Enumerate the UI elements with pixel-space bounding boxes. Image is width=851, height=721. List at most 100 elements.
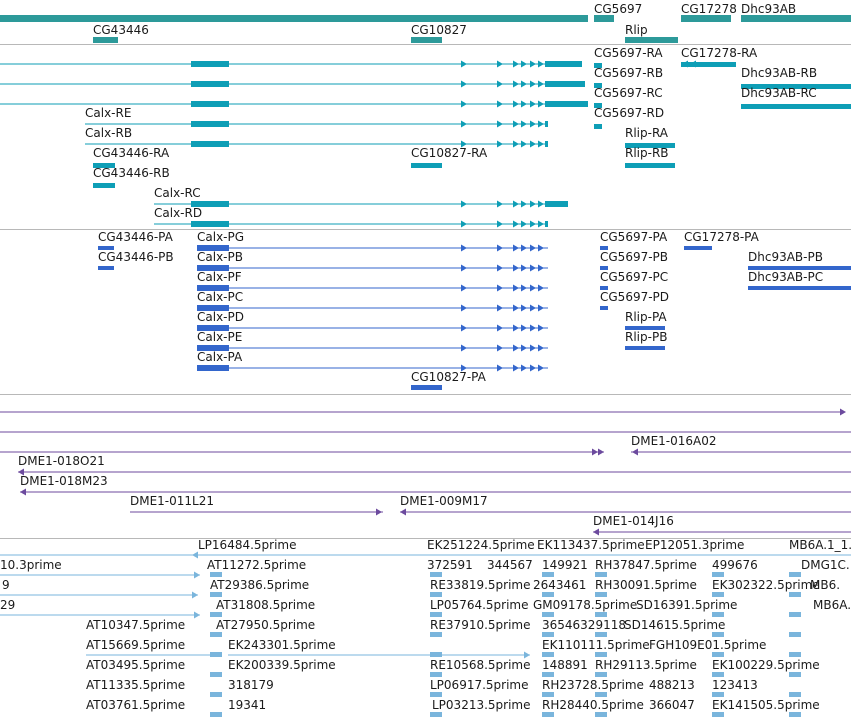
- feature-label[interactable]: Calx-PG: [197, 230, 245, 244]
- exon-block[interactable]: [197, 325, 229, 331]
- feature-label[interactable]: Dhc93AB-PB: [748, 250, 823, 264]
- feature-label[interactable]: RH28440.5prime: [542, 698, 644, 712]
- feature-label[interactable]: EK243301.5prime: [228, 638, 336, 652]
- exon-block[interactable]: [789, 632, 801, 637]
- feature-label[interactable]: 123413: [712, 678, 758, 692]
- feature-label[interactable]: CG5697: [594, 2, 643, 16]
- exon-block[interactable]: [197, 345, 229, 351]
- feature-label[interactable]: DME1-018M23: [20, 474, 108, 488]
- feature-label[interactable]: CG17278: [681, 2, 737, 16]
- feature-label[interactable]: SD16391.5prime: [636, 598, 738, 612]
- feature-label[interactable]: CG5697-RB: [594, 66, 664, 80]
- feature-label[interactable]: AT11335.5prime: [86, 678, 186, 692]
- exon-block[interactable]: [93, 183, 115, 188]
- feature-label[interactable]: RH30091.5prime: [595, 578, 697, 592]
- feature-label[interactable]: CG5697-PD: [600, 290, 670, 304]
- exon-block[interactable]: [98, 246, 114, 250]
- feature-label[interactable]: RH37847.5prime: [595, 558, 697, 572]
- exon-block[interactable]: [191, 221, 229, 227]
- feature-label[interactable]: LP03213.5prime: [432, 698, 531, 712]
- exon-block[interactable]: [748, 266, 851, 270]
- exon-block[interactable]: [712, 572, 724, 577]
- exon-block[interactable]: [712, 652, 724, 657]
- exon-block[interactable]: [594, 103, 602, 108]
- feature-label[interactable]: 9: [2, 578, 10, 592]
- gene-dhc93ab[interactable]: [741, 15, 851, 22]
- feature-label[interactable]: MB6A.1_1.: [789, 538, 851, 552]
- feature-label[interactable]: GM09178.5prime: [533, 598, 638, 612]
- feature-label[interactable]: Calx-PF: [197, 270, 242, 284]
- feature-label[interactable]: CG17278-RA: [681, 46, 758, 60]
- feature-label[interactable]: MB6A.: [813, 598, 851, 612]
- feature-label[interactable]: Rlip: [625, 23, 648, 37]
- feature-label[interactable]: CG43446: [93, 23, 149, 37]
- feature-label[interactable]: DME1-018O21: [18, 454, 105, 468]
- feature-label[interactable]: CG5697-PC: [600, 270, 669, 284]
- feature-label[interactable]: RH23728.5prime: [542, 678, 644, 692]
- feature-label[interactable]: LP05764.5prime: [430, 598, 529, 612]
- feature-label[interactable]: EK251224.5prime: [427, 538, 535, 552]
- feature-label[interactable]: 10.3prime: [0, 558, 62, 572]
- exon-block[interactable]: [430, 672, 442, 677]
- exon-block[interactable]: [210, 612, 222, 617]
- feature-label[interactable]: AT10347.5prime: [86, 618, 186, 632]
- feature-label[interactable]: Calx-PA: [197, 350, 243, 364]
- feature-label[interactable]: 149921: [542, 558, 588, 572]
- exon-block[interactable]: [542, 592, 554, 597]
- feature-label[interactable]: DMG1C.: [801, 558, 850, 572]
- exon-block[interactable]: [594, 124, 602, 129]
- exon-block[interactable]: [430, 612, 442, 617]
- exon-block[interactable]: [545, 101, 588, 107]
- feature-label[interactable]: 2643461: [533, 578, 587, 592]
- feature-label[interactable]: CG5697-PB: [600, 250, 669, 264]
- feature-label[interactable]: RH29113.5prime: [595, 658, 697, 672]
- feature-label[interactable]: EK100229.5prime: [712, 658, 820, 672]
- exon-block[interactable]: [430, 572, 442, 577]
- feature-label[interactable]: 372591: [427, 558, 473, 572]
- exon-block[interactable]: [191, 121, 229, 127]
- feature-label[interactable]: AT31808.5prime: [216, 598, 316, 612]
- exon-block[interactable]: [430, 632, 442, 637]
- feature-label[interactable]: Calx-PB: [197, 250, 243, 264]
- feature-label[interactable]: Rlip-RB: [625, 146, 669, 160]
- exon-block[interactable]: [712, 712, 724, 717]
- feature-label[interactable]: EK302322.5prime: [712, 578, 820, 592]
- gene-cg17278[interactable]: [681, 15, 731, 22]
- exon-block[interactable]: [542, 712, 554, 717]
- feature-label[interactable]: 318179: [228, 678, 274, 692]
- feature-label[interactable]: CG10827-PA: [411, 370, 486, 384]
- exon-block[interactable]: [789, 672, 801, 677]
- exon-block[interactable]: [430, 692, 442, 697]
- feature-label[interactable]: DME1-014J16: [593, 514, 674, 528]
- feature-label[interactable]: RE10568.5prime: [430, 658, 531, 672]
- exon-block[interactable]: [789, 612, 801, 617]
- exon-block[interactable]: [197, 265, 229, 271]
- feature-label[interactable]: Rlip-PB: [625, 330, 668, 344]
- exon-block[interactable]: [594, 83, 602, 88]
- feature-label[interactable]: RE33819.5prime: [430, 578, 531, 592]
- exon-block[interactable]: [545, 61, 582, 67]
- feature-label[interactable]: 29: [0, 598, 16, 612]
- feature-label[interactable]: AT27950.5prime: [216, 618, 316, 632]
- exon-block[interactable]: [600, 266, 608, 270]
- exon-block[interactable]: [98, 266, 114, 270]
- exon-block[interactable]: [191, 101, 229, 107]
- exon-block[interactable]: [430, 592, 442, 597]
- feature-label[interactable]: FGH109E01.5prime: [649, 638, 767, 652]
- feature-label[interactable]: CG43446-RA: [93, 146, 170, 160]
- exon-block[interactable]: [545, 121, 548, 127]
- exon-block[interactable]: [430, 712, 442, 717]
- exon-block[interactable]: [595, 712, 607, 717]
- gene-calx[interactable]: [0, 15, 588, 22]
- exon-block[interactable]: [93, 163, 115, 168]
- feature-label[interactable]: DME1-009M17: [400, 494, 488, 508]
- feature-label[interactable]: SD14615.5prime: [624, 618, 726, 632]
- exon-block[interactable]: [197, 305, 229, 311]
- exon-block[interactable]: [542, 572, 554, 577]
- feature-label[interactable]: LP16484.5prime: [198, 538, 297, 552]
- feature-label[interactable]: CG5697-RC: [594, 86, 663, 100]
- exon-block[interactable]: [542, 632, 554, 637]
- feature-label[interactable]: EP12051.3prime: [645, 538, 745, 552]
- feature-label[interactable]: EK200339.5prime: [228, 658, 336, 672]
